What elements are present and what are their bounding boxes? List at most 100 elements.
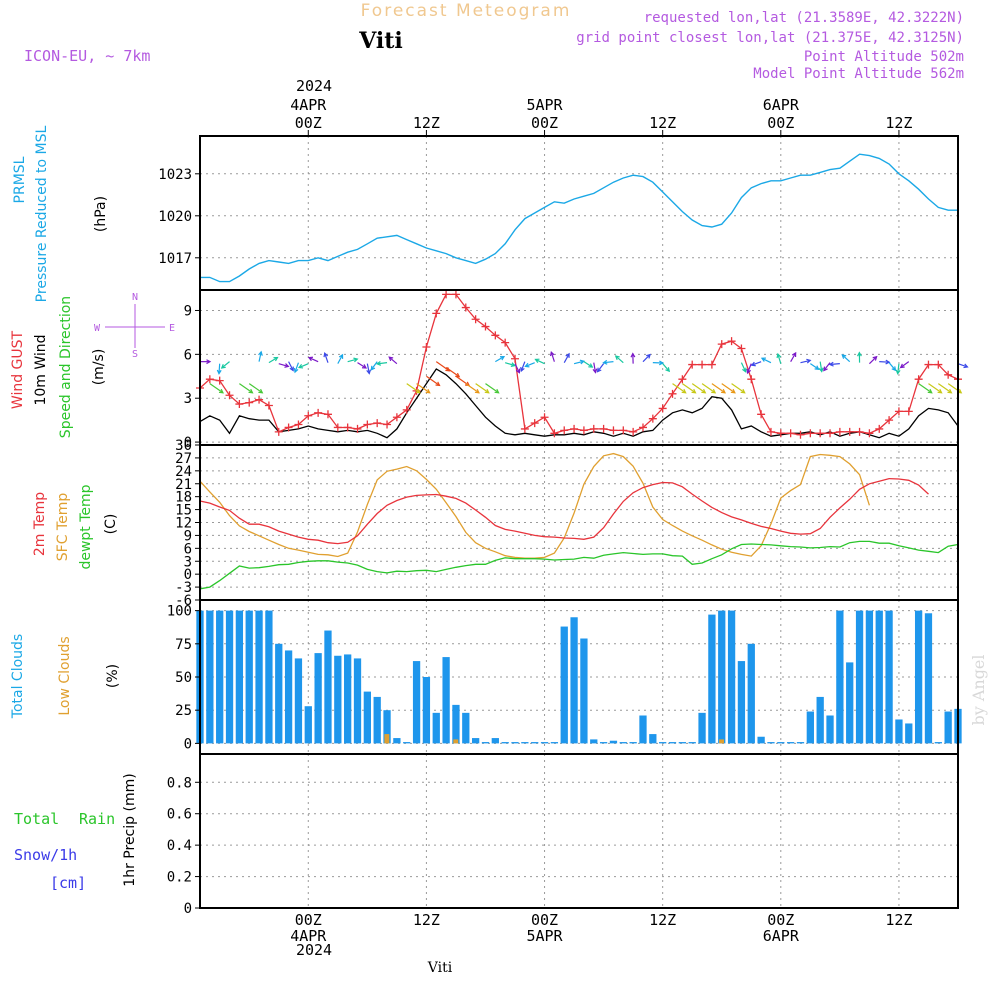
wind-arrow-head [218,388,224,394]
wind-arrow-head [720,388,727,394]
wind-direction-arrow [563,353,570,363]
total-cloud-bar [521,742,529,744]
gust-marker [511,354,520,363]
wind-direction-arrow [957,363,968,368]
wind-arrow-head [891,366,897,372]
wind-arrow-head [499,356,506,361]
y-tick-label: 0 [184,901,192,917]
wind-arrow-head [646,353,651,359]
top-date-label: 4APR [290,96,327,114]
total-cloud-bar [324,630,332,744]
total-cloud-bar [570,617,578,744]
y-tick-label: 0.2 [167,870,192,886]
wind-arrow-head [691,388,697,394]
wind-direction-arrow [888,362,896,371]
pressure-label-2: Pressure Reduced to MSL [34,125,50,302]
wind-arrow-head [841,354,847,359]
wind-direction-arrow [918,383,933,394]
wind-direction-arrow [691,383,706,394]
temp-label-dewpt: dewpt Temp [78,484,94,569]
total-cloud-bar [875,610,883,744]
total-cloud-bar [265,610,273,744]
total-cloud-bar [334,655,342,744]
total-cloud-bar [914,610,923,744]
y-tick-label: 1023 [158,167,192,183]
panel-frame [199,289,959,446]
low-cloud-bar [719,739,725,744]
temp-label-sfc: SFC Temp [55,493,71,562]
low-cloud-bar [384,734,390,744]
total-cloud-bar [934,742,942,744]
gust-marker [481,322,490,331]
total-cloud-bar [344,654,352,744]
wind-direction-arrow [751,361,762,366]
top-hour-label: 00Z [531,114,558,132]
y-tick-label: 0 [184,736,192,752]
wind-arrow-head [711,388,717,394]
wind-label-gust: Wind GUST [10,330,26,409]
total-cloud-bar [245,610,253,744]
gust-marker [235,400,244,409]
y-tick-label: 0 [184,435,192,451]
gust-marker [757,410,766,419]
total-cloud-bar [846,662,854,744]
bottom-date-label: 6APR [763,927,800,945]
wind-direction-arrow [258,351,262,362]
gust-marker [806,429,815,438]
wind-arrow-head [549,350,555,357]
total-cloud-bar [806,711,814,744]
total-cloud-bar [826,715,834,744]
wind-arrow-head [592,368,598,374]
gust-marker [294,420,303,429]
bottom-hour-label: 12Z [413,911,440,929]
wind-arrow-head [814,365,820,370]
wind-arrow-head [273,356,279,362]
wind-arrow-head [895,369,901,375]
gust-marker [816,429,825,438]
point-altitude: Point Altitude 502m [804,49,964,65]
wind-direction-arrow [278,363,289,367]
wind-direction-arrow [248,383,263,394]
precip-label-rain: Rain [79,810,115,828]
total-cloud-bar [816,696,824,744]
wind-direction-arrow [298,363,309,369]
wind-direction-arrow [642,354,651,363]
wind-arrow-head [742,367,747,373]
top-date-label: 5APR [526,96,563,114]
gust-marker [373,419,382,428]
wind-arrow-head [297,364,304,369]
gust-marker [668,389,677,398]
total-cloud-bar [767,742,775,744]
gust-marker [944,370,953,379]
gust-marker [245,398,254,407]
y-tick-label: -6 [175,593,192,609]
model-altitude: Model Point Altitude 562m [753,66,964,82]
sfc-temp-line [199,452,871,559]
wind-direction-arrow [711,383,726,394]
y-tick-label: 12 [175,516,192,532]
gust-marker [885,416,894,425]
total-cloud-bar [491,738,499,744]
gust-marker [284,423,293,432]
total-cloud-bar [698,712,706,744]
wind-direction-arrow [475,383,490,394]
total-cloud-bar [294,658,303,744]
bottom-date-label: 5APR [526,927,563,945]
wind-arrow-head [963,363,969,369]
total-cloud-bar [432,712,440,744]
total-cloud-bar [363,691,371,744]
wind-label-10m: 10m Wind [33,334,49,405]
wind-arrow-head [474,388,480,394]
wind-direction-arrow [377,362,388,365]
total-cloud-bar [383,710,391,744]
gust-marker [520,424,529,433]
total-cloud-bar [403,742,411,744]
wind-arrow-head [338,353,344,359]
gust-marker [707,360,716,369]
gust-marker [314,408,323,417]
gust-marker [914,375,923,384]
total-cloud-bar [747,643,755,744]
gust-marker [865,429,874,438]
y-tick-label: 9 [184,528,192,544]
